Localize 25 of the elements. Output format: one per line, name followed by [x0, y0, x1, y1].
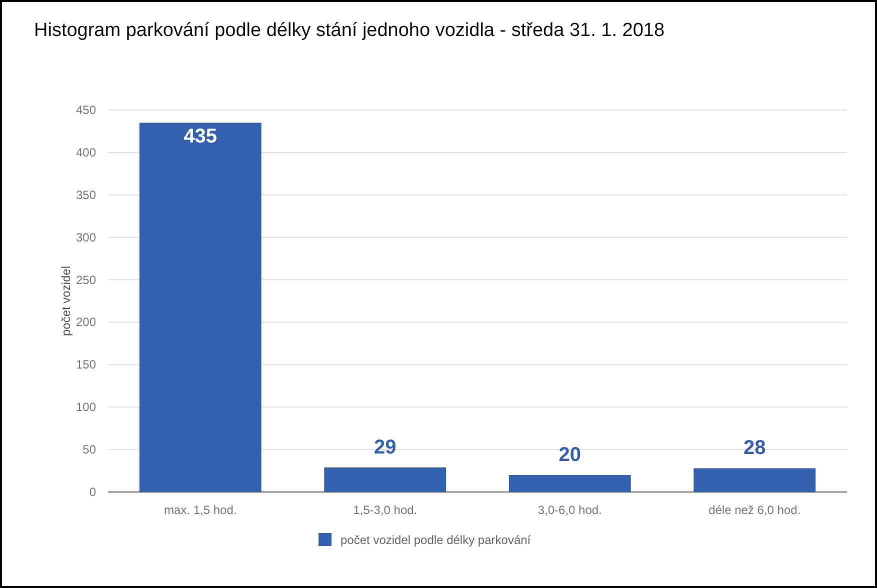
x-tick-label: 3,0-6,0 hod. — [538, 503, 602, 517]
data-label: 435 — [184, 126, 218, 148]
y-tick-label: 200 — [76, 315, 96, 330]
x-tick-label: déle než 6,0 hod. — [708, 503, 801, 517]
y-tick-label: 50 — [82, 442, 96, 457]
data-label: 20 — [558, 444, 581, 466]
bar — [694, 468, 816, 492]
chart-title: Histogram parkování podle délky stání jednoho vozidla - středa 31. 1. 2018 — [34, 20, 665, 41]
legend-label: počet vozidel podle délky parkování — [340, 533, 532, 547]
bar — [139, 122, 262, 492]
x-tick-label: 1,5-3,0 hod. — [353, 503, 418, 517]
data-label: 28 — [744, 437, 766, 460]
y-tick-label: 300 — [76, 230, 96, 244]
y-tick-label: 100 — [76, 400, 96, 414]
y-tick-label: 0 — [89, 485, 96, 499]
y-tick-label: 350 — [76, 188, 96, 202]
y-tick-label: 250 — [76, 272, 96, 287]
y-tick-label: 400 — [76, 145, 96, 160]
bar — [324, 467, 446, 492]
y-tick-label: 450 — [76, 103, 96, 117]
x-tick-label: max. 1,5 hod. — [164, 503, 237, 517]
y-axis-title: počet vozidel — [59, 266, 73, 336]
data-label: 29 — [374, 436, 396, 458]
y-tick-label: 150 — [76, 358, 96, 372]
bar — [508, 475, 631, 492]
